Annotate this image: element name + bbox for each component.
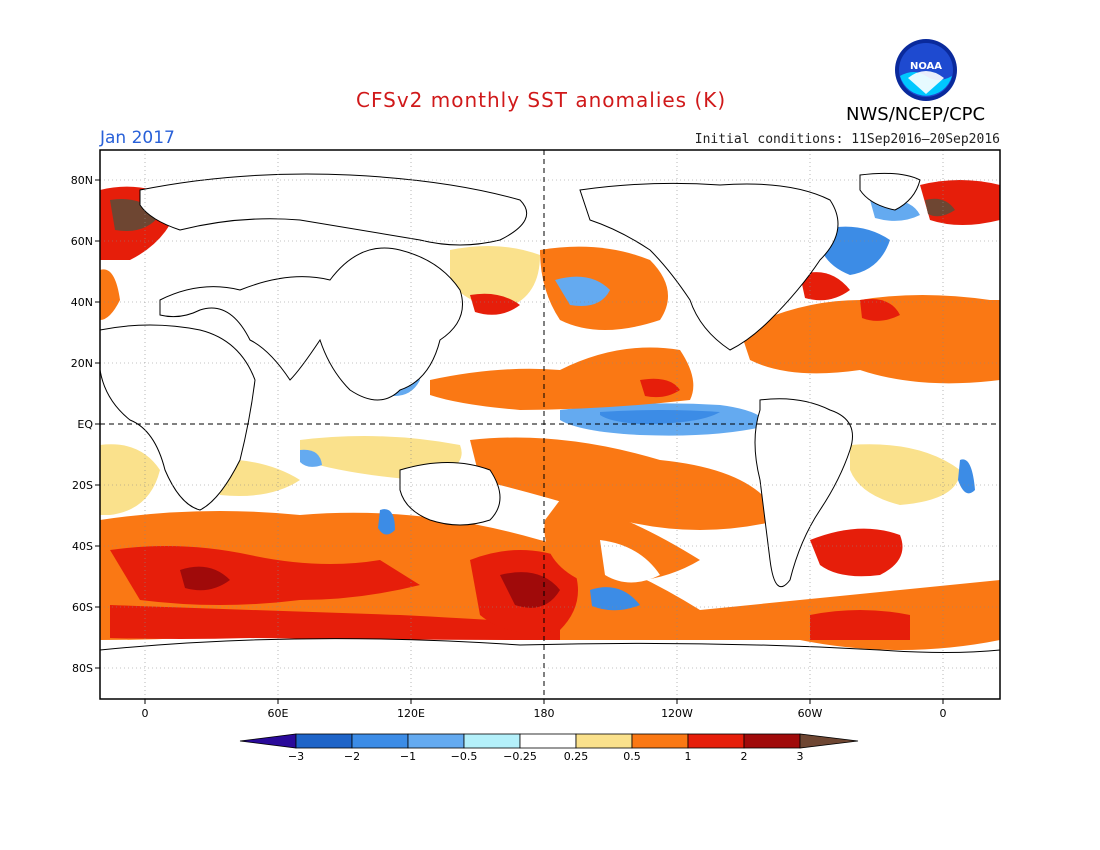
logo-text: NOAA bbox=[910, 61, 942, 72]
colorbar-label: 1 bbox=[685, 750, 692, 763]
lon-label: 180 bbox=[534, 707, 555, 720]
colorbar-bin bbox=[687, 733, 745, 749]
colorbar-bin bbox=[631, 733, 689, 749]
colorbar-label: −0.5 bbox=[451, 750, 478, 763]
lat-label: EQ bbox=[77, 418, 93, 431]
lat-label: 80S bbox=[72, 662, 93, 675]
colorbar-label: −0.25 bbox=[503, 750, 537, 763]
colorbar-bin bbox=[407, 733, 465, 749]
colorbar-label: −3 bbox=[288, 750, 304, 763]
lat-label: 60N bbox=[71, 235, 93, 248]
lat-label: 40S bbox=[72, 540, 93, 553]
lat-label: 40N bbox=[71, 296, 93, 309]
map-frame bbox=[99, 149, 1001, 700]
lon-axis: 0 60E 120E 180 120W 60W 0 bbox=[142, 699, 947, 720]
colorbar-bin bbox=[351, 733, 409, 749]
lon-label: 120E bbox=[397, 707, 425, 720]
lat-label: 20S bbox=[72, 479, 93, 492]
colorbar-bin bbox=[575, 733, 633, 749]
lon-label: 0 bbox=[142, 707, 149, 720]
colorbar-label: −2 bbox=[344, 750, 360, 763]
colorbar-max-arrow bbox=[799, 733, 859, 749]
lat-label: 80N bbox=[71, 174, 93, 187]
colorbar-label: 3 bbox=[797, 750, 804, 763]
colorbar-bin bbox=[295, 733, 353, 749]
colorbar-label: 2 bbox=[741, 750, 748, 763]
lon-label: 0 bbox=[940, 707, 947, 720]
lon-label: 60W bbox=[798, 707, 823, 720]
graticule bbox=[100, 150, 1000, 699]
colorbar: −3 −2 −1 −0.5 −0.25 0.25 0.5 1 2 3 bbox=[239, 733, 859, 763]
colorbar-min-arrow bbox=[239, 733, 297, 749]
colorbar-label: 0.25 bbox=[564, 750, 589, 763]
continents bbox=[100, 172, 1000, 699]
map-title: CFSv2 monthly SST anomalies (K) bbox=[356, 88, 727, 112]
lon-label: 60E bbox=[268, 707, 289, 720]
agency-label: NWS/NCEP/CPC bbox=[846, 104, 986, 125]
initial-conditions: Initial conditions: 11Sep2016–20Sep2016 bbox=[694, 132, 1000, 147]
lat-label: 60S bbox=[72, 601, 93, 614]
forecast-period: Jan 2017 bbox=[100, 128, 175, 148]
colorbar-bin bbox=[463, 733, 521, 749]
sst-anomaly-field bbox=[100, 150, 1000, 699]
colorbar-label: −1 bbox=[400, 750, 416, 763]
lat-axis: 80N 60N 40N 20N EQ 20S 40S 60S 80S bbox=[71, 174, 100, 675]
lon-label: 120W bbox=[661, 707, 693, 720]
lat-label: 20N bbox=[71, 357, 93, 370]
noaa-logo-icon: NOAA bbox=[895, 39, 957, 101]
colorbar-label: 0.5 bbox=[623, 750, 641, 763]
colorbar-bin bbox=[519, 733, 577, 749]
colorbar-bin bbox=[743, 733, 801, 749]
